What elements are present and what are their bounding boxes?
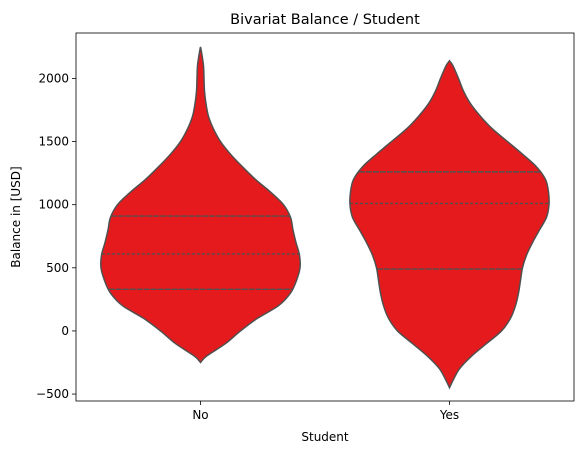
y-tick-label: −500 (36, 387, 69, 401)
plot-frame (75, 32, 575, 402)
x-tick-label: No (192, 408, 208, 422)
violin-body-yes (349, 59, 550, 390)
chart-title: Bivariat Balance / Student (230, 12, 420, 28)
y-tick-label: 0 (61, 324, 69, 338)
y-tick-label: 500 (46, 261, 69, 275)
violin-no (100, 46, 301, 364)
y-tick-label: 1000 (38, 198, 69, 212)
y-tick-label: 2000 (38, 71, 69, 85)
y-axis-label: Balance in [USD] (9, 166, 23, 267)
y-tick-label: 1500 (38, 135, 69, 149)
violin-yes (349, 59, 550, 390)
x-axis: No Yes (192, 401, 459, 422)
x-axis-label: Student (301, 430, 349, 444)
violins-group (100, 46, 550, 390)
y-axis: −500 0 500 1000 1500 2000 (36, 71, 76, 401)
violin-body-no (100, 46, 301, 364)
x-tick-label: Yes (439, 408, 459, 422)
